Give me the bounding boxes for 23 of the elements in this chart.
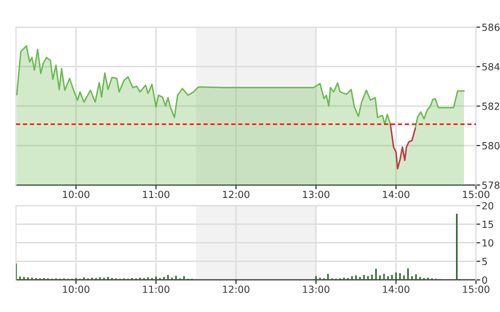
x-tick-label: 10:00 <box>63 190 90 198</box>
y-tick-label: 15 <box>482 220 494 228</box>
x-tick-label: 14:00 <box>383 190 410 198</box>
x-tick-label: 12:00 <box>223 286 250 293</box>
x-tick-label: 15:00 <box>463 190 490 198</box>
y-tick-label: 10 <box>482 239 494 247</box>
y-tick-label: 586 <box>482 24 500 31</box>
x-tick-label: 11:00 <box>143 286 170 293</box>
y-tick-label: 5 <box>482 258 487 266</box>
x-tick-label: 10:00 <box>63 286 90 293</box>
x-tick-label: 12:00 <box>223 190 250 198</box>
x-tick-label: 15:00 <box>463 286 490 293</box>
y-tick-label: 0 <box>482 276 488 284</box>
x-tick-label: 11:00 <box>143 190 170 198</box>
y-tick-label: 578 <box>482 181 500 189</box>
x-tick-label: 13:00 <box>303 286 330 293</box>
y-tick-label: 20 <box>482 202 494 210</box>
x-tick-label: 13:00 <box>303 190 330 198</box>
y-tick-label: 580 <box>482 142 500 150</box>
x-tick-label: 14:00 <box>383 286 410 293</box>
line-series <box>390 124 416 170</box>
y-tick-label: 582 <box>482 102 500 110</box>
y-tick-label: 584 <box>482 63 500 70</box>
